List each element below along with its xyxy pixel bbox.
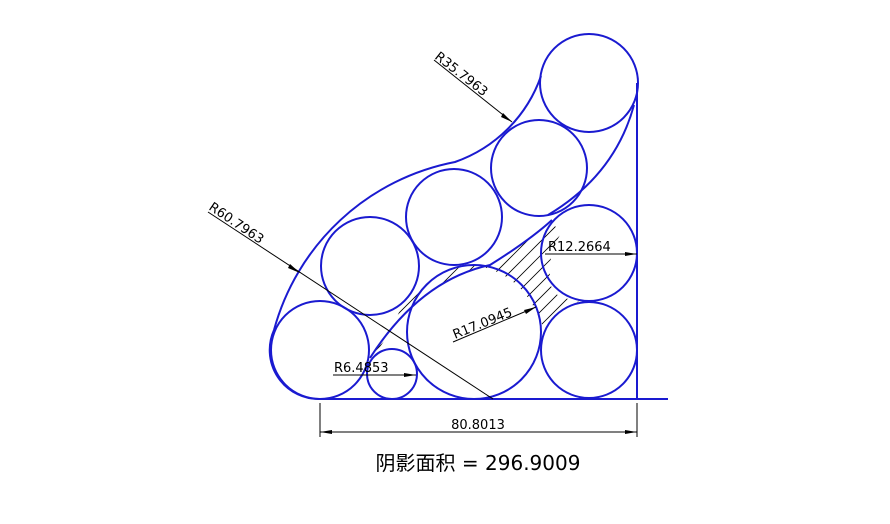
circle-upper bbox=[490, 119, 588, 217]
hatch-line bbox=[463, 220, 580, 358]
label-r6: R6.4853 bbox=[334, 361, 389, 376]
arrow-r17-icon bbox=[524, 307, 536, 314]
hatch-line bbox=[575, 220, 580, 358]
hatch-line bbox=[370, 220, 580, 358]
arrow-r12-icon bbox=[625, 252, 637, 256]
hatch-line bbox=[505, 220, 580, 358]
label-r12: R12.2664 bbox=[548, 240, 611, 255]
hatch-line bbox=[370, 220, 580, 358]
hatch-upper-arc bbox=[369, 219, 553, 359]
hatch-line bbox=[370, 220, 529, 358]
hatch-line bbox=[590, 100, 890, 500]
hatch-line bbox=[370, 220, 571, 358]
hatch-region bbox=[370, 100, 890, 500]
leader-r35 bbox=[433, 59, 513, 123]
hatch-line bbox=[421, 220, 580, 358]
shaded-area-label: 阴影面积 = 296.9009 bbox=[376, 451, 581, 475]
circle-right-bottom bbox=[540, 301, 638, 399]
label-r35: R35.7963 bbox=[432, 49, 491, 99]
arrow-r6-icon bbox=[404, 373, 416, 377]
hatch-line bbox=[370, 220, 580, 358]
hatch-line bbox=[370, 220, 515, 358]
arrow-r35-icon bbox=[501, 113, 512, 122]
circle-middle-top bbox=[405, 168, 503, 266]
label-r60: R60.7963 bbox=[206, 200, 266, 248]
leader-r60 bbox=[207, 211, 494, 400]
arrow-left-icon bbox=[320, 430, 332, 434]
hatch-line bbox=[370, 220, 501, 358]
label-r17: R17.0945 bbox=[451, 305, 515, 342]
hatch-line bbox=[370, 220, 580, 358]
outer-envelope-arc bbox=[268, 75, 542, 401]
hatch-line bbox=[370, 220, 580, 358]
leader-r17 bbox=[452, 306, 537, 343]
hatch-line bbox=[370, 220, 580, 358]
hatch-line bbox=[370, 220, 557, 358]
arrow-r60-icon bbox=[288, 264, 300, 273]
arrow-right-icon bbox=[625, 430, 637, 434]
hatch-line bbox=[449, 220, 580, 358]
circle-top-right bbox=[539, 33, 639, 133]
label-width: 80.8013 bbox=[451, 418, 505, 433]
hatch-line bbox=[370, 220, 580, 358]
circle-bottom-left bbox=[270, 300, 370, 400]
inner-arc-right bbox=[547, 104, 635, 216]
circle-left-mid bbox=[320, 216, 420, 316]
hatch-line bbox=[561, 220, 580, 358]
